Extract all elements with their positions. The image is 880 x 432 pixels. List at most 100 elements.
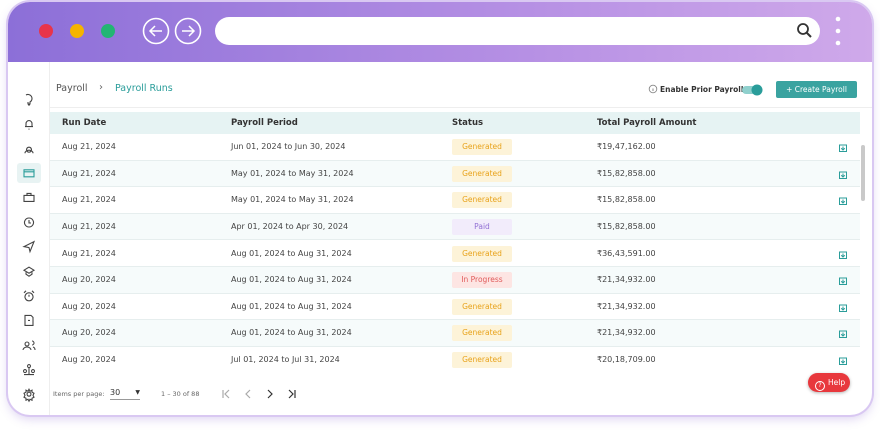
table-row[interactable]: Aug 20, 2024 Jul 01, 2024 to Jul 31, 2024…	[50, 346, 860, 372]
toggle-knob	[751, 84, 763, 96]
nav-icon[interactable]	[25, 120, 33, 130]
amount: ₹19,47,162.00	[597, 142, 656, 152]
nav-icon[interactable]	[24, 146, 34, 154]
breadcrumb-parent[interactable]: Payroll	[56, 83, 88, 94]
address-bar[interactable]	[215, 17, 820, 45]
prev-page[interactable]	[245, 389, 251, 399]
nav-icon[interactable]	[22, 240, 36, 254]
forward-button[interactable]	[174, 17, 202, 45]
table-row[interactable]: Aug 20, 2024 Aug 01, 2024 to Aug 31, 2024…	[50, 267, 860, 294]
maximize-dot[interactable]	[101, 24, 115, 38]
download-icon[interactable]	[838, 170, 848, 180]
nav-icon-path	[23, 192, 35, 202]
download-icon[interactable]	[838, 143, 848, 153]
nav-icon-path	[24, 146, 34, 154]
nav-icon[interactable]	[22, 266, 36, 277]
toggle-label: Enable Prior Payroll	[660, 85, 744, 94]
first-page[interactable]	[222, 389, 230, 399]
scrollbar[interactable]	[861, 145, 865, 201]
back-button[interactable]	[142, 17, 170, 45]
payroll-period: Aug 01, 2024 to Aug 31, 2024	[231, 275, 352, 285]
table-row[interactable]: Aug 21, 2024 Aug 01, 2024 to Aug 31, 2024…	[50, 240, 860, 267]
pagination-controls	[222, 389, 296, 399]
table-row[interactable]: Aug 20, 2024 Aug 01, 2024 to Aug 31, 2024…	[50, 293, 860, 321]
amount: ₹21,34,932.00	[597, 275, 656, 285]
download-icon[interactable]	[838, 329, 848, 339]
table-row[interactable]: Aug 21, 2024 Jun 01, 2024 to Jun 30, 2024…	[50, 134, 860, 161]
nav-icon[interactable]	[23, 169, 35, 178]
table-row[interactable]: Aug 21, 2024 May 01, 2024 to May 31, 2024…	[50, 187, 860, 214]
page-size-select[interactable]: 30 ▼	[110, 388, 140, 400]
column-header: Run Date	[62, 118, 107, 128]
payroll-period: Apr 01, 2024 to Apr 30, 2024	[231, 222, 349, 232]
status-badge: Generated	[452, 245, 512, 262]
table-row[interactable]: Aug 20, 2024 Aug 01, 2024 to Aug 31, 2024…	[50, 320, 860, 347]
download-icon[interactable]	[838, 196, 848, 206]
page-range: 1 – 30 of 88	[161, 390, 200, 398]
run-date: Aug 21, 2024	[62, 222, 116, 232]
nav-icon-path	[24, 314, 34, 326]
status-badge: In Progress	[452, 272, 512, 289]
nav-icon[interactable]	[23, 290, 35, 302]
status-badge: Generated	[452, 165, 512, 182]
nav-icon[interactable]	[25, 93, 33, 106]
nav-icon[interactable]	[22, 340, 36, 351]
last-page[interactable]	[288, 389, 296, 399]
download-glyph	[839, 144, 847, 153]
run-date: Aug 21, 2024	[62, 168, 116, 178]
download-icon[interactable]	[838, 276, 848, 286]
column-header: Status	[452, 118, 484, 128]
status-badge: Generated	[452, 139, 512, 156]
menu-dots[interactable]	[835, 16, 841, 46]
payroll-period: Aug 01, 2024 to Aug 31, 2024	[231, 301, 352, 311]
run-date: Aug 21, 2024	[62, 248, 116, 258]
table-row[interactable]: Aug 21, 2024 Apr 01, 2024 to Apr 30, 2024…	[50, 213, 860, 241]
nav-icon-path	[23, 290, 35, 302]
payroll-period: Aug 01, 2024 to Aug 31, 2024	[231, 248, 352, 258]
download-icon[interactable]	[838, 250, 848, 260]
amount: ₹15,82,858.00	[597, 195, 656, 205]
table: Run Date Payroll Period Status Total Payrol…	[50, 112, 860, 372]
download-glyph	[839, 357, 847, 366]
payroll-period: Aug 01, 2024 to Aug 31, 2024	[231, 328, 352, 338]
run-date: Aug 20, 2024	[62, 328, 116, 338]
payroll-period: May 01, 2024 to May 31, 2024	[231, 168, 354, 178]
run-date: Aug 20, 2024	[62, 275, 116, 285]
download-icon[interactable]	[838, 356, 848, 366]
create-payroll-button[interactable]: + Create Payroll	[776, 81, 857, 98]
close-dot[interactable]	[39, 24, 53, 38]
table-row[interactable]: Aug 21, 2024 May 01, 2024 to May 31, 2024…	[50, 160, 860, 188]
next-page[interactable]	[267, 389, 273, 399]
toggle[interactable]	[741, 83, 765, 97]
items-per-page-label: Items per page:	[53, 390, 105, 398]
download-icon[interactable]	[838, 303, 848, 313]
page-size: 30	[110, 388, 121, 397]
amount: ₹36,43,591.00	[597, 248, 656, 258]
sidebar	[17, 62, 50, 415]
nav-icon-path	[22, 340, 36, 351]
help-icon: ?	[815, 381, 825, 391]
help-button[interactable]: ? Help	[808, 373, 850, 392]
payroll-period: May 01, 2024 to May 31, 2024	[231, 195, 354, 205]
nav-icon[interactable]	[23, 364, 35, 376]
amount: ₹21,34,932.00	[597, 328, 656, 338]
nav-icon-path	[25, 93, 33, 106]
breadcrumb-current: Payroll Runs	[115, 83, 173, 94]
status-badge: Generated	[452, 192, 512, 209]
nav-icon[interactable]	[23, 217, 35, 228]
run-date: Aug 20, 2024	[62, 355, 116, 365]
search-icon[interactable]	[797, 23, 812, 38]
nav-icon-path	[22, 266, 36, 277]
minimize-dot[interactable]	[70, 24, 84, 38]
download-glyph	[839, 251, 847, 259]
nav-icon[interactable]	[24, 314, 34, 326]
nav-icon[interactable]	[23, 192, 35, 202]
status-badge: Generated	[452, 325, 512, 342]
breadcrumb-separator: ›	[99, 82, 103, 93]
download-glyph	[839, 197, 847, 206]
browser-window: Payroll › Payroll Runs Enable Prior Payr…	[8, 2, 872, 415]
nav-icon-path	[23, 364, 35, 376]
help-label: Help	[828, 378, 846, 387]
nav-icon[interactable]	[23, 387, 35, 403]
